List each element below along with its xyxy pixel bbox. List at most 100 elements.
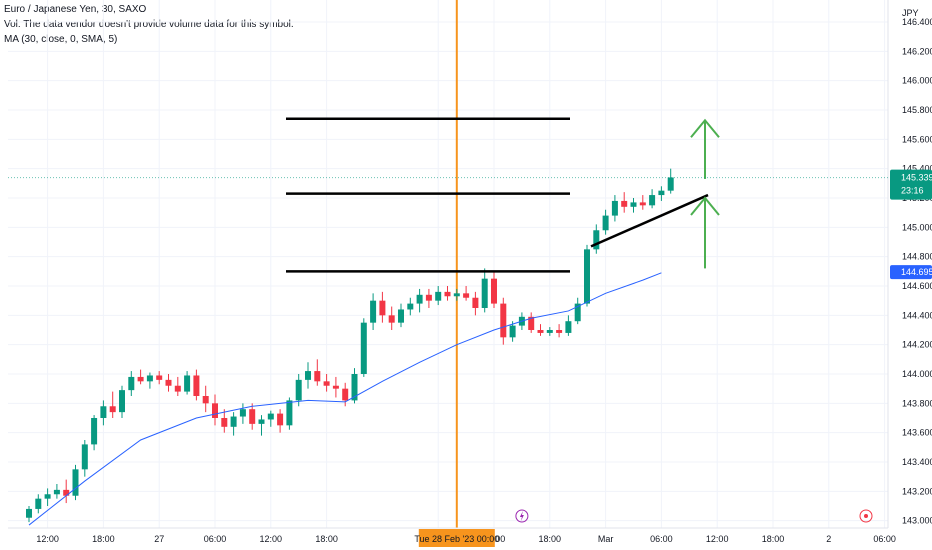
candle-body [491,278,497,304]
candle [193,369,200,401]
candle-body [593,230,600,250]
candle [258,415,265,436]
candle [584,244,590,307]
bar-countdown: 23:16 [901,186,924,196]
candle [305,362,311,389]
candle [472,291,479,316]
candle-body [221,418,228,427]
candle [407,297,414,316]
candle-body [109,406,116,413]
candle-body [184,375,191,392]
candle [109,391,116,418]
candle-body [314,371,321,382]
candle-body [416,294,423,304]
candle [137,369,144,385]
candle [491,271,497,308]
candle [546,327,553,336]
price-tick-label: 143.800 [902,398,932,408]
time-tick-label: 12:00 [36,534,59,544]
candle-body [500,303,507,338]
candle [398,303,404,328]
candle [314,359,321,386]
candle [537,324,544,336]
candle-body [658,190,665,196]
candle-body [44,494,51,499]
candle [81,440,88,477]
candle [593,224,600,254]
lightning-icon [515,509,529,523]
drawings[interactable] [286,117,720,273]
candle-body [286,400,293,426]
time-tick-label: Mar [598,534,614,544]
candle [416,288,423,313]
candle-body [481,278,488,308]
candle [53,484,60,499]
candle-body [472,297,479,308]
currency-label: JPY [902,8,919,18]
price-tick-label: 144.400 [902,310,932,320]
candle [202,385,209,413]
crosshair-time-badge [418,529,495,547]
candle [156,371,163,385]
candle [370,293,377,330]
time-tick-label: 18:00 [539,534,562,544]
candle-body [425,294,432,301]
candle-body [649,195,656,206]
candle [267,410,274,427]
candle [184,371,191,395]
candle [528,312,535,333]
candle [639,195,646,210]
candle-body [667,177,674,191]
candle-body [556,330,563,333]
candle-body [81,444,88,470]
candles [26,168,674,523]
price-tick-label: 145.800 [902,105,932,115]
legend-title: Euro / Japanese Yen, 30, SAXO [4,4,147,15]
candle-body [63,489,70,496]
candle [649,189,656,209]
candle [146,372,153,389]
candle-body [277,413,284,426]
price-tick-label: 145.400 [902,164,932,174]
candle [611,195,618,222]
candle [323,374,330,392]
price-tick-label: 144.000 [902,369,932,379]
legend-ma: MA (30, close, 0, SMA, 5) [4,34,118,45]
candle [221,409,228,433]
candle-body [453,293,460,297]
last-price-value: 145.339 [901,173,932,183]
candle [500,297,507,345]
candle-body [398,309,404,323]
candle-body [202,396,209,404]
candle [35,494,42,514]
price-tick-label: 145.600 [902,134,932,144]
time-tick-label: 18:00 [315,534,338,544]
candle-body [537,330,544,333]
candle-body [574,303,581,322]
ma-value: 144.695 [901,267,932,277]
price-tick-label: 144.200 [902,340,932,350]
trend-line [590,193,709,248]
candle-body [212,403,218,418]
up-arrow [690,118,720,179]
candle [425,288,432,308]
legend-volume: Vol: The data vendor doesn't provide vol… [4,19,294,30]
candle-body [360,322,367,374]
crosshair-time-label: Tue 28 Feb '23 00:00 [414,534,499,544]
candle [379,291,386,323]
candle-body [26,508,32,518]
candle [565,315,572,336]
event-icon-dot [864,514,868,518]
candle [63,479,70,504]
price-tick-label: 144.600 [902,281,932,291]
candle-body [509,325,516,338]
price-axis[interactable]: 143.000 143.200 143.400 143.600 143.800 144.0… [887,0,932,528]
candle [602,209,609,235]
up-arrow [690,196,720,269]
candle-body [239,409,246,417]
candle-body [379,300,386,316]
candle [630,198,637,213]
candle-body [230,416,237,427]
last-price-badge [890,169,932,200]
